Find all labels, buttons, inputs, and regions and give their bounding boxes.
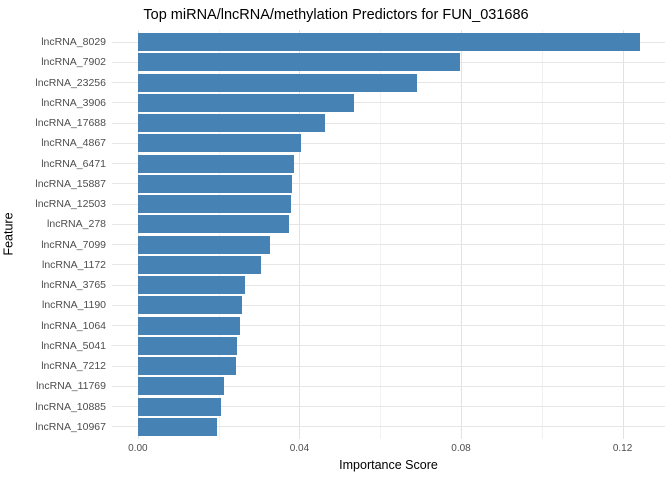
bar bbox=[137, 53, 461, 72]
y-gridline bbox=[112, 284, 665, 286]
y-tick-label: lncRNA_1172 bbox=[41, 258, 106, 271]
bar bbox=[137, 174, 293, 193]
y-gridline bbox=[112, 304, 665, 306]
x-tick-label: 0.04 bbox=[289, 443, 310, 454]
y-gridline bbox=[112, 345, 665, 347]
y-gridline bbox=[112, 223, 665, 225]
y-gridline bbox=[112, 385, 665, 387]
y-gridline bbox=[112, 244, 665, 246]
y-gridline bbox=[112, 142, 665, 144]
y-tick-label: lncRNA_7099 bbox=[41, 238, 106, 251]
plot-panel bbox=[112, 30, 665, 439]
x-tick-label: 0.12 bbox=[612, 443, 633, 454]
bar bbox=[137, 93, 354, 112]
y-tick-label: lncRNA_3906 bbox=[41, 96, 106, 109]
x-minor-gridline bbox=[380, 30, 382, 439]
bar bbox=[137, 215, 289, 234]
bar bbox=[137, 134, 302, 153]
bar bbox=[137, 377, 224, 396]
x-minor-gridline bbox=[541, 30, 543, 439]
y-gridline bbox=[112, 264, 665, 266]
bar bbox=[137, 417, 218, 436]
y-gridline bbox=[112, 406, 665, 408]
x-major-gridline bbox=[137, 30, 139, 439]
y-tick-label: lncRNA_6471 bbox=[41, 157, 106, 170]
y-tick-label: lncRNA_17688 bbox=[35, 117, 106, 130]
y-tick-label: lncRNA_15887 bbox=[35, 177, 106, 190]
y-gridline bbox=[112, 122, 665, 124]
x-major-gridline bbox=[622, 30, 624, 439]
y-gridline bbox=[112, 325, 665, 327]
bar bbox=[137, 154, 294, 173]
y-tick-label: lncRNA_10885 bbox=[35, 400, 106, 413]
y-axis-tick-labels: lncRNA_8029 lncRNA_7902 lncRNA_23256 lncRNA… bbox=[0, 0, 106, 480]
y-tick-label: lncRNA_11769 bbox=[36, 380, 106, 393]
bar bbox=[137, 276, 245, 295]
x-minor-gridline bbox=[218, 30, 220, 439]
y-tick-label: lncRNA_7902 bbox=[41, 56, 106, 69]
bar bbox=[137, 73, 417, 92]
x-tick-label: 0.00 bbox=[128, 443, 148, 454]
y-tick-label: lncRNA_7212 bbox=[41, 360, 106, 373]
y-tick-label: lncRNA_5041 bbox=[41, 339, 106, 352]
bar bbox=[137, 33, 640, 52]
y-gridline bbox=[112, 203, 665, 205]
bar bbox=[137, 316, 241, 335]
y-tick-label: lncRNA_3765 bbox=[41, 279, 106, 292]
y-tick-label: lncRNA_10967 bbox=[35, 420, 106, 433]
bar bbox=[137, 357, 236, 376]
bar bbox=[137, 296, 243, 315]
x-major-gridline bbox=[299, 30, 301, 439]
y-gridline bbox=[112, 183, 665, 185]
y-tick-label: lncRNA_8029 bbox=[41, 36, 106, 49]
y-tick-label: lncRNA_4867 bbox=[41, 137, 106, 150]
y-gridline bbox=[112, 163, 665, 165]
x-axis-title: Importance Score bbox=[339, 458, 438, 472]
y-tick-label: lncRNA_12503 bbox=[35, 198, 106, 211]
x-major-gridline bbox=[461, 30, 462, 439]
bar bbox=[137, 235, 270, 254]
chart-title: Top miRNA/lncRNA/methylation Predictors … bbox=[143, 7, 529, 23]
y-tick-label: lncRNA_1190 bbox=[41, 299, 106, 312]
bar bbox=[137, 255, 262, 274]
y-tick-label: lncRNA_23256 bbox=[35, 76, 106, 89]
y-gridline bbox=[112, 365, 665, 367]
y-gridline bbox=[112, 426, 665, 428]
x-tick-label: 0.08 bbox=[451, 443, 471, 454]
y-tick-label: lncRNA_278 bbox=[47, 218, 106, 231]
bar bbox=[137, 397, 222, 416]
bar bbox=[137, 114, 325, 133]
y-tick-label: lncRNA_1064 bbox=[41, 319, 106, 332]
bar bbox=[137, 336, 237, 355]
bar bbox=[137, 195, 291, 214]
y-gridline bbox=[112, 102, 665, 104]
